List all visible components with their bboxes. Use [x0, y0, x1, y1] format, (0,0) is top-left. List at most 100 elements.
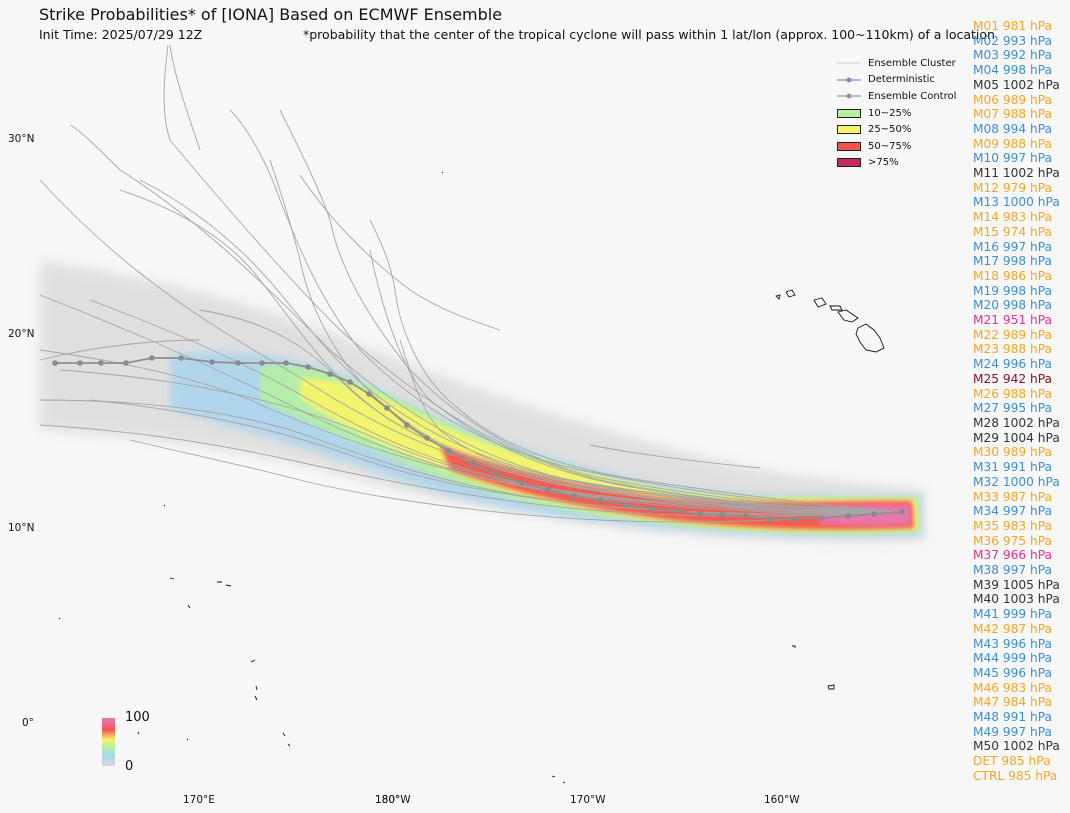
- member-pressure-item: M48 991 hPa: [973, 710, 1053, 725]
- member-pressure-item: M15 974 hPa: [973, 224, 1053, 239]
- member-pressure-item: M49 997 hPa: [973, 724, 1053, 739]
- ensemble-track: [269, 159, 906, 513]
- member-pressure-item: M16 997 hPa: [973, 239, 1053, 254]
- lon-label-160w: 160°W: [764, 794, 800, 806]
- init-time: Init Time: 2025/07/29 12Z: [39, 27, 203, 42]
- member-pressure-item: M21 951 hPa: [973, 313, 1053, 328]
- member-pressure-item: M04 998 hPa: [973, 63, 1053, 78]
- island-maui: [837, 309, 859, 323]
- lat-label-30n: 30°N: [8, 133, 35, 145]
- legend-item-25-50: 25~50%: [836, 121, 956, 138]
- legend-item-ensemble-control: Ensemble Control: [836, 88, 956, 105]
- chart-title: Strike Probabilities* of [IONA] Based on…: [39, 5, 503, 24]
- map-legend: Ensemble Cluster Deterministic Ensemble …: [836, 55, 956, 171]
- lon-label-170e: 170°E: [183, 794, 215, 806]
- member-pressure-item: M33 987 hPa: [973, 489, 1053, 504]
- island-molokai: [829, 305, 843, 311]
- ensemble-control-track: [52, 355, 905, 522]
- member-pressure-item: M43 996 hPa: [973, 636, 1053, 651]
- lat-label-20n: 20°N: [8, 328, 35, 340]
- member-pressure-item: M35 983 hPa: [973, 518, 1053, 533]
- member-pressure-item: M12 979 hPa: [973, 180, 1053, 195]
- member-pressure-item: M02 993 hPa: [973, 33, 1053, 48]
- ensemble-track: [279, 109, 906, 513]
- member-pressure-item: M14 983 hPa: [973, 210, 1053, 225]
- member-pressure-item: M26 988 hPa: [973, 386, 1053, 401]
- ensemble-track: [39, 294, 906, 514]
- legend-item-10-25: 10~25%: [836, 105, 956, 122]
- ensemble-track: [69, 124, 906, 513]
- legend-item-50-75: 50~75%: [836, 138, 956, 155]
- footnote: *probability that the center of the trop…: [303, 27, 995, 42]
- member-pressure-item: M06 989 hPa: [973, 92, 1053, 107]
- lat-label-10n: 10°N: [8, 522, 35, 534]
- member-pressure-item: M18 986 hPa: [973, 268, 1053, 283]
- member-pressure-item: M28 1002 hPa: [973, 415, 1060, 430]
- member-pressure-item: M29 1004 hPa: [973, 430, 1060, 445]
- ensemble-track: [39, 399, 906, 516]
- island-niihau: [775, 294, 781, 300]
- member-pressure-item: M07 988 hPa: [973, 107, 1053, 122]
- member-pressure-item: M09 988 hPa: [973, 136, 1053, 151]
- colorbar: [102, 718, 115, 766]
- member-pressure-item: M30 989 hPa: [973, 445, 1053, 460]
- member-pressure-item: DET 985 hPa: [973, 754, 1051, 769]
- member-pressure-item: M24 996 hPa: [973, 357, 1053, 372]
- ensemble-track: [129, 439, 906, 523]
- island-oahu: [813, 297, 827, 308]
- member-pressure-item: M42 987 hPa: [973, 621, 1053, 636]
- member-pressure-item: M37 966 hPa: [973, 548, 1053, 563]
- member-pressure-item: M31 991 hPa: [973, 460, 1053, 475]
- probability-swath: [40, 262, 925, 542]
- member-pressure-item: M46 983 hPa: [973, 680, 1053, 695]
- member-pressure-item: M41 999 hPa: [973, 607, 1053, 622]
- ensemble-track: [229, 109, 906, 513]
- member-pressure-item: M36 975 hPa: [973, 533, 1053, 548]
- ensemble-track: [163, 44, 906, 513]
- member-pressure-item: M13 1000 hPa: [973, 195, 1060, 210]
- member-pressure-item: M27 995 hPa: [973, 401, 1053, 416]
- member-pressure-item: M39 1005 hPa: [973, 577, 1060, 592]
- colorbar-max-label: 100: [125, 710, 150, 725]
- member-pressure-item: M03 992 hPa: [973, 48, 1053, 63]
- island-kauai: [785, 289, 796, 298]
- member-pressure-item: M38 997 hPa: [973, 563, 1053, 578]
- ensemble-track: [299, 174, 501, 331]
- ensemble-track: [199, 309, 906, 513]
- member-pressure-item: M17 998 hPa: [973, 254, 1053, 269]
- member-pressure-list: M01 981 hPa M02 993 hPa M03 992 hPa M04 998…: [973, 19, 1060, 784]
- member-pressure-item: M34 997 hPa: [973, 504, 1053, 519]
- ensemble-track: [39, 349, 906, 514]
- legend-item-ensemble-cluster: Ensemble Cluster: [837, 57, 956, 69]
- lat-label-0: 0°: [22, 717, 34, 729]
- member-pressure-item: M23 988 hPa: [973, 342, 1053, 357]
- member-pressure-item: M19 998 hPa: [973, 283, 1053, 298]
- legend-item-deterministic: Deterministic: [836, 72, 956, 89]
- lon-label-180w: 180°W: [375, 794, 411, 806]
- lon-label-170w: 170°W: [570, 794, 606, 806]
- ensemble-track: [589, 444, 761, 469]
- ensemble-track: [169, 44, 201, 151]
- ensemble-track: [89, 399, 906, 515]
- ensemble-track: [39, 339, 201, 361]
- member-pressure-item: M45 996 hPa: [973, 665, 1053, 680]
- member-pressure-item: M08 994 hPa: [973, 121, 1053, 136]
- member-pressure-item: M11 1002 hPa: [973, 166, 1060, 181]
- member-pressure-item: M20 998 hPa: [973, 298, 1053, 313]
- member-pressure-item: M05 1002 hPa: [973, 77, 1060, 92]
- swath-gray: [40, 262, 925, 542]
- ensemble-track: [89, 299, 906, 513]
- member-pressure-item: M40 1003 hPa: [973, 592, 1060, 607]
- island-hawaii: [855, 323, 885, 353]
- colorbar-min-label: 0: [125, 759, 134, 774]
- lon-label-180: 180°: [375, 794, 401, 806]
- member-pressure-item: M22 989 hPa: [973, 327, 1053, 342]
- ensemble-track: [399, 339, 906, 513]
- member-pressure-item: M47 984 hPa: [973, 695, 1053, 710]
- member-pressure-item: CTRL 985 hPa: [973, 768, 1058, 783]
- member-pressure-item: M50 1002 hPa: [973, 739, 1060, 754]
- member-pressure-item: M01 981 hPa: [973, 19, 1053, 33]
- member-pressure-item: M25 942 hPa: [973, 371, 1053, 386]
- member-pressure-item: M32 1000 hPa: [973, 474, 1060, 489]
